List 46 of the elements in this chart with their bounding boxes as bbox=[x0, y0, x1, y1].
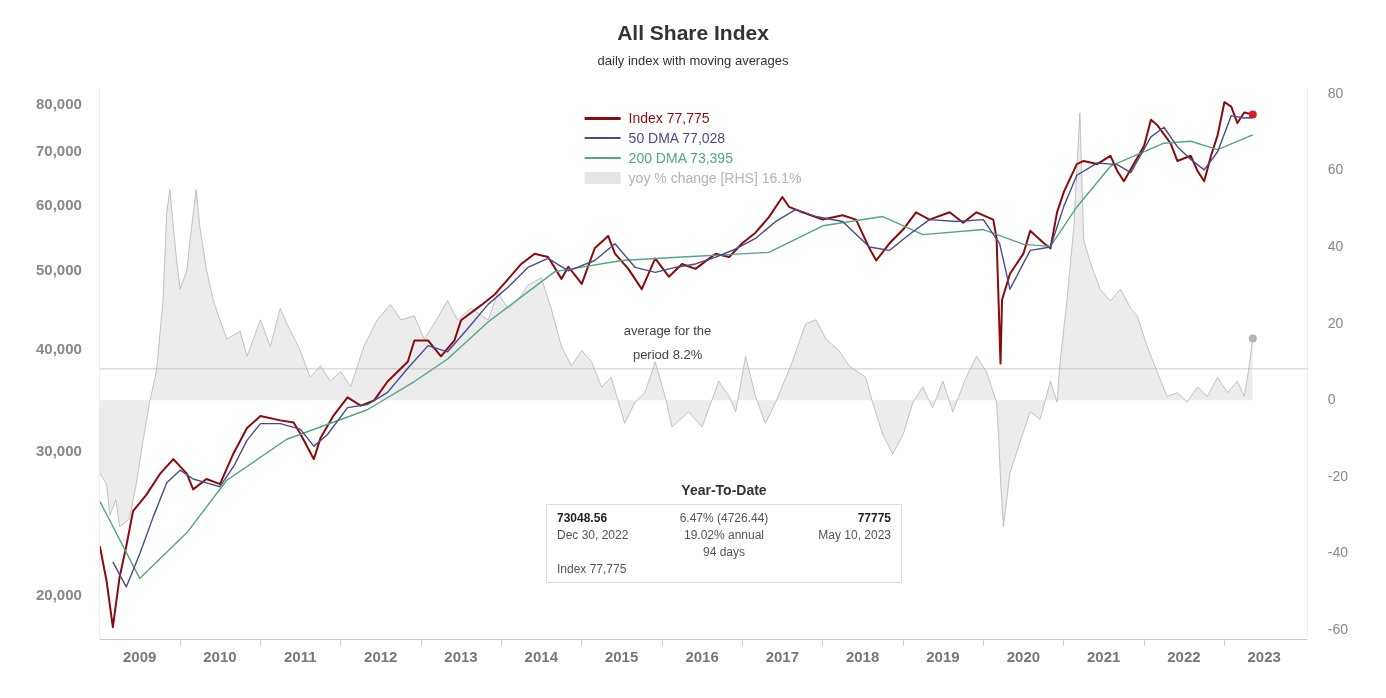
y-tick-label: 30,000 bbox=[35, 442, 82, 460]
x-tick-label: 2011 bbox=[283, 648, 317, 666]
y-tick-label: 50,000 bbox=[35, 261, 82, 279]
y2-tick-label: 80 bbox=[1327, 84, 1344, 101]
x-tick-label: 2022 bbox=[1167, 648, 1201, 666]
x-tick-label: 2016 bbox=[685, 648, 719, 666]
annotation: 19.02% annual bbox=[682, 528, 766, 542]
chart-title: All Share Index bbox=[617, 21, 770, 45]
x-tick-label: 2015 bbox=[604, 648, 639, 666]
x-tick-label: 2014 bbox=[524, 648, 559, 666]
y-tick-label: 20,000 bbox=[35, 585, 82, 603]
annotation: Index 77,775 bbox=[557, 562, 628, 576]
x-tick-label: 2012 bbox=[364, 648, 398, 666]
annotation: 6.47% (4726.44) bbox=[678, 511, 770, 525]
chart-subtitle: daily index with moving averages bbox=[597, 52, 789, 68]
y-tick-label: 40,000 bbox=[35, 340, 82, 358]
y-tick-label: 80,000 bbox=[35, 94, 82, 112]
x-tick-label: 2010 bbox=[203, 648, 237, 666]
y-tick-label: 60,000 bbox=[35, 196, 82, 214]
ref-line-label: average for the period 8.2% bbox=[623, 322, 712, 362]
legend-label: 200 DMA 73,395 bbox=[628, 149, 733, 168]
y2-tick-label: 0 bbox=[1327, 391, 1336, 408]
annotation: May 10, 2023 bbox=[817, 528, 891, 542]
y2-tick-label: -40 bbox=[1327, 544, 1349, 561]
annotation: Year-To-Date bbox=[680, 482, 768, 498]
x-tick-label: 2017 bbox=[765, 648, 800, 666]
y2-tick-label: -60 bbox=[1327, 621, 1349, 638]
legend-label: yoy % change [RHS] 16.1% bbox=[628, 169, 802, 188]
annotation: Dec 30, 2022 bbox=[557, 528, 630, 542]
x-tick-label: 2023 bbox=[1247, 648, 1281, 666]
y2-tick-label: 40 bbox=[1327, 237, 1344, 254]
annotation: 94 days bbox=[701, 545, 746, 559]
legend-label: 50 DMA 77,028 bbox=[628, 129, 726, 148]
x-tick-label: 2019 bbox=[926, 648, 960, 666]
annotation: 73048.56 bbox=[557, 511, 609, 525]
y2-tick-label: -20 bbox=[1327, 467, 1349, 484]
legend-label: Index 77,775 bbox=[628, 109, 710, 128]
y2-tick-label: 20 bbox=[1327, 314, 1344, 331]
y2-tick-label: 60 bbox=[1327, 161, 1344, 178]
x-tick-label: 2018 bbox=[845, 648, 880, 666]
x-tick-label: 2013 bbox=[444, 648, 478, 666]
y-tick-label: 70,000 bbox=[35, 141, 82, 159]
x-tick-label: 2021 bbox=[1086, 648, 1121, 666]
annotation: 77775 bbox=[856, 511, 891, 525]
x-tick-label: 2020 bbox=[1006, 648, 1041, 666]
x-tick-label: 2009 bbox=[123, 648, 157, 666]
